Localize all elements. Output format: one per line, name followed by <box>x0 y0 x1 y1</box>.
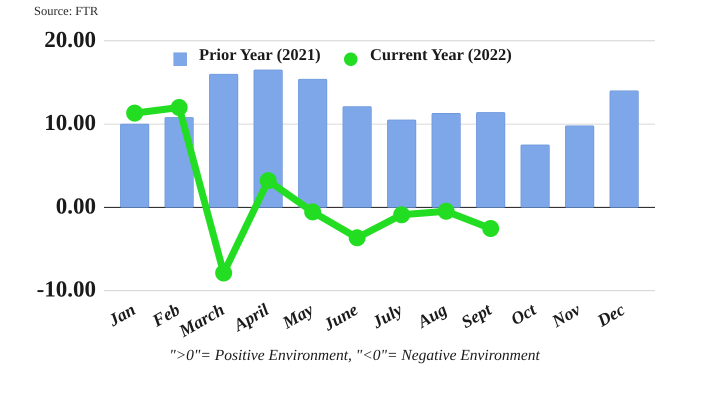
svg-text:Nov: Nov <box>548 299 584 332</box>
svg-text:July: July <box>368 299 406 332</box>
svg-text:10.00: 10.00 <box>44 110 96 135</box>
svg-text:Oct: Oct <box>507 299 540 330</box>
svg-text:June: June <box>319 299 361 335</box>
svg-text:20.00: 20.00 <box>44 27 96 52</box>
svg-text:April: April <box>229 299 272 335</box>
svg-text:Current Year (2022): Current Year (2022) <box>370 45 512 64</box>
svg-text:May: May <box>278 299 317 333</box>
svg-text:Jan: Jan <box>104 299 138 330</box>
svg-text:0.00: 0.00 <box>56 193 96 218</box>
svg-text:March: March <box>175 299 228 341</box>
svg-text:Dec: Dec <box>593 299 628 331</box>
svg-text:Aug: Aug <box>413 299 450 332</box>
svg-text:Sept: Sept <box>458 299 496 332</box>
svg-text:Prior Year (2021): Prior Year (2021) <box>199 45 321 64</box>
svg-text:-10.00: -10.00 <box>37 277 96 302</box>
